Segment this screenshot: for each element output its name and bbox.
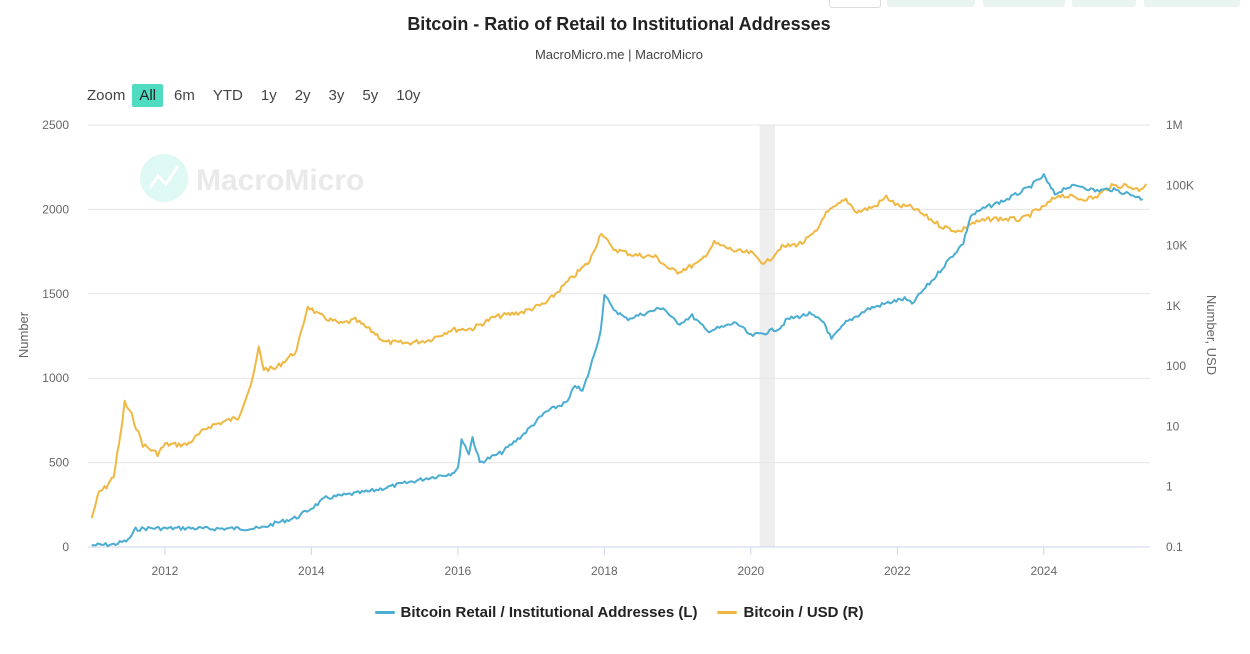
top-tab-2[interactable] — [887, 0, 975, 7]
zoom-button-ytd[interactable]: YTD — [212, 86, 243, 104]
legend: Bitcoin Retail / Institutional Addresses… — [0, 604, 1238, 621]
right-tick-label: 0.1 — [1166, 540, 1183, 554]
watermark-text: MacroMicro — [196, 164, 364, 197]
x-tick-label: 2018 — [591, 564, 618, 578]
zoom-button-2y[interactable]: 2y — [294, 86, 311, 104]
left-tick-label: 1500 — [42, 287, 69, 301]
chart-title: Bitcoin - Ratio of Retail to Institution… — [407, 14, 831, 34]
legend-label-btc: Bitcoin / USD (R) — [743, 604, 864, 621]
left-tick-label: 1000 — [42, 371, 69, 385]
zoom-button-10y[interactable]: 10y — [396, 86, 421, 104]
recession-shade — [759, 125, 776, 547]
right-tick-label: 100 — [1166, 359, 1186, 373]
top-tab-1[interactable] — [829, 0, 881, 8]
x-tick-label: 2012 — [152, 564, 179, 578]
left-y-axis: 0 500 1000 1500 2000 2500 — [42, 118, 69, 554]
left-tick-label: 2500 — [42, 118, 69, 132]
zoom-bar: Zoom All 6m YTD 1y 2y 3y 5y 10y — [82, 82, 429, 108]
x-tick-label: 2024 — [1030, 564, 1057, 578]
zoom-button-1y[interactable]: 1y — [260, 86, 277, 104]
right-tick-label: 10 — [1166, 419, 1180, 433]
legend-label-retail: Bitcoin Retail / Institutional Addresses… — [400, 604, 698, 621]
left-tick-label: 500 — [49, 456, 69, 470]
x-tick-label: 2016 — [445, 564, 472, 578]
legend-swatch-retail — [374, 611, 395, 614]
recession-shading-layer — [759, 125, 776, 547]
series-line-btc-usd — [90, 182, 1148, 519]
right-y-axis: 0.1 1 10 100 1K 10K 100K 1M — [1166, 118, 1194, 554]
x-tick-label: 2014 — [298, 564, 325, 578]
right-axis-label: Number, USD — [1204, 295, 1219, 375]
right-tick-label: 10K — [1166, 239, 1187, 253]
legend-item-retail[interactable]: Bitcoin Retail / Institutional Addresses… — [374, 604, 698, 621]
x-tick-label: 2020 — [737, 564, 764, 578]
chart-subtitle: MacroMicro.me | MacroMicro — [534, 47, 704, 62]
top-tab-3[interactable] — [983, 0, 1065, 7]
zoom-button-3y[interactable]: 3y — [328, 86, 345, 104]
left-tick-label: 0 — [62, 540, 69, 554]
series-layer — [90, 173, 1148, 548]
right-tick-label: 1K — [1166, 299, 1181, 313]
series-line-retail-institutional — [91, 173, 1143, 548]
legend-item-btc[interactable]: Bitcoin / USD (R) — [717, 604, 863, 621]
legend-swatch-btc — [717, 611, 738, 614]
right-tick-label: 1 — [1166, 480, 1173, 494]
macromicro-logo-icon — [140, 154, 188, 202]
zoom-button-5y[interactable]: 5y — [362, 86, 379, 104]
logo-trend-line — [148, 165, 180, 189]
top-tab-5[interactable] — [1144, 0, 1240, 7]
top-tab-4[interactable] — [1072, 0, 1136, 7]
x-axis: 2012 2014 2016 2018 2020 2022 2024 — [88, 546, 1150, 578]
left-axis-label: Number — [16, 311, 31, 358]
chart-canvas: MacroMicro 0 500 1000 1500 2000 2500 0.1 1 10 10… — [16, 118, 1219, 578]
watermark: MacroMicro — [140, 154, 364, 202]
zoom-button-all[interactable]: All — [132, 83, 164, 107]
right-tick-label: 100K — [1166, 178, 1194, 192]
zoom-label: Zoom — [87, 86, 126, 104]
left-tick-label: 2000 — [42, 202, 69, 216]
zoom-button-6m[interactable]: 6m — [174, 86, 195, 104]
right-tick-label: 1M — [1166, 118, 1183, 132]
x-tick-label: 2022 — [884, 564, 911, 578]
